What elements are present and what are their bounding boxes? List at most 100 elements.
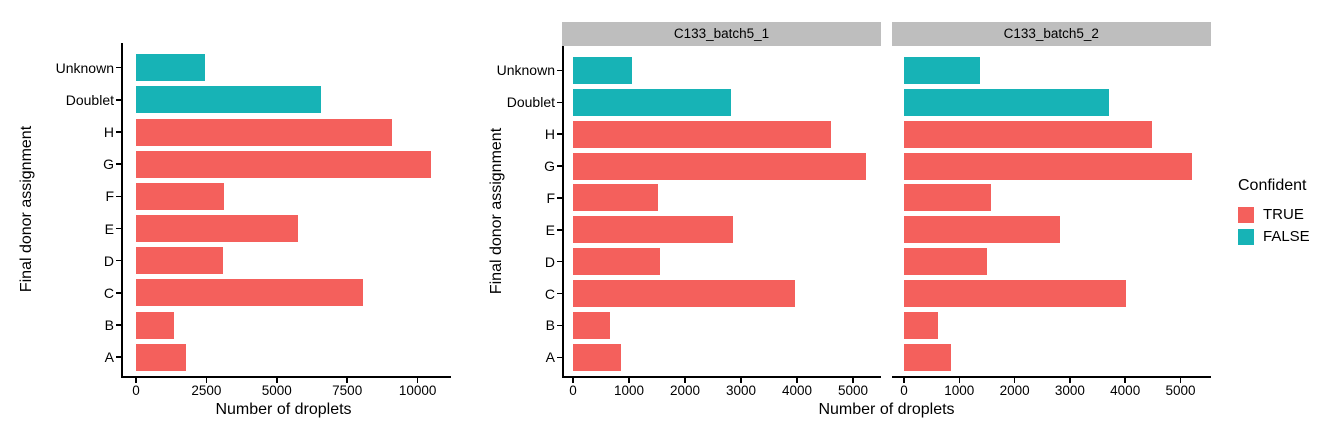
x-axis-tick (276, 378, 278, 383)
y-axis-tick (556, 229, 562, 231)
x-axis-tick (1013, 378, 1016, 383)
bar-doublet (904, 88, 1109, 116)
y-axis-tick (115, 163, 121, 165)
facet-strip-label: C133_batch5_1 (673, 26, 770, 42)
bar-c (136, 279, 363, 307)
legend-title: Confident (1238, 177, 1307, 194)
bar-h (904, 120, 1153, 148)
bar-doublet (136, 86, 321, 114)
y-axis-tick (556, 356, 562, 359)
bar-unknown (904, 56, 980, 84)
y-axis-line (562, 46, 564, 378)
legend-item-false: FALSE (1238, 228, 1310, 245)
bar-g (573, 152, 866, 180)
x-axis-line (121, 376, 451, 378)
bar-a (904, 343, 951, 371)
bar-e (904, 216, 1060, 244)
x-axis-tick (796, 378, 798, 383)
y-axis-tick (556, 292, 562, 295)
x-tick-label: 1000 (613, 383, 645, 398)
bar-b (904, 311, 939, 339)
bar-f (136, 182, 225, 210)
x-axis-tick (416, 378, 419, 383)
bar-c (904, 280, 1126, 308)
y-tick-label: E (545, 221, 555, 238)
y-tick-label: G (544, 158, 555, 175)
bar-e (573, 216, 734, 244)
y-axis-tick (556, 260, 562, 263)
bar-d (136, 247, 224, 275)
facet-strip-label: C133_batch5_2 (1003, 26, 1099, 42)
x-tick-label: 0 (900, 383, 908, 398)
x-axis-tick (346, 378, 348, 383)
x-axis-tick (958, 378, 961, 383)
bar-a (573, 343, 622, 371)
x-axis-tick (135, 378, 137, 383)
bar-doublet (573, 88, 731, 116)
x-axis-tick (572, 378, 574, 383)
y-tick-label: Unknown (496, 62, 555, 79)
y-tick-label: D (103, 252, 114, 269)
y-tick-label: G (103, 156, 114, 173)
y-tick-label: H (544, 126, 555, 143)
bar-f (573, 184, 658, 212)
y-axis-tick (556, 324, 562, 327)
y-tick-label: E (104, 220, 114, 237)
y-tick-label: B (104, 317, 114, 333)
y-tick-label: H (103, 124, 114, 140)
x-axis-tick (684, 378, 686, 383)
y-tick-label: F (546, 189, 555, 206)
bar-f (904, 184, 992, 212)
y-axis-line (121, 43, 123, 378)
y-tick-label: C (103, 284, 114, 301)
bar-b (573, 311, 611, 339)
y-tick-label: Doublet (65, 91, 114, 108)
x-axis-tick (1124, 378, 1126, 383)
legend-item-label: TRUE (1263, 206, 1304, 223)
y-axis-tick (556, 101, 562, 104)
x-tick-label: 3000 (725, 383, 757, 398)
y-axis-tick (115, 324, 121, 326)
y-tick-label: C (544, 285, 555, 302)
y-axis-tick (115, 227, 121, 230)
bar-h (573, 120, 832, 148)
x-tick-label: 2000 (669, 383, 701, 398)
x-tick-label: 5000 (837, 383, 869, 398)
bar-g (136, 150, 431, 178)
bar-d (904, 248, 988, 276)
left-chart-panel: Unknown Doublet H G F E D C B A 0 2500 5000 7500 10000 (56, 43, 451, 398)
right-chart-x-axis-title: Number of droplets (818, 401, 955, 418)
legend-items: TRUE FALSE (1238, 206, 1310, 245)
y-axis-tick (115, 356, 121, 358)
x-axis-tick (903, 378, 905, 383)
x-tick-label: 0 (569, 383, 577, 398)
bar-h (136, 118, 392, 146)
y-tick-label: A (545, 349, 555, 366)
legend-swatch-true (1238, 206, 1254, 223)
y-axis-tick (115, 292, 121, 294)
y-axis-tick (556, 69, 562, 72)
bar-unknown (573, 56, 632, 84)
bar-d (573, 248, 660, 276)
x-tick-label: 4000 (1110, 383, 1141, 398)
y-axis-tick (115, 66, 121, 69)
bar-c (573, 280, 795, 308)
x-tick-label: 4000 (781, 383, 813, 398)
x-tick-label: 0 (132, 383, 140, 398)
bar-b (136, 311, 174, 339)
facet-strip: C133_batch5_1 (562, 21, 881, 46)
y-axis-tick (115, 259, 121, 262)
x-tick-label: 1000 (944, 383, 975, 398)
y-tick-label: Unknown (55, 59, 114, 76)
bar-g (904, 152, 1193, 180)
x-axis-tick (852, 378, 854, 383)
legend-item-label: FALSE (1263, 228, 1310, 245)
x-axis-line (891, 376, 1211, 378)
facet-strip: C133_batch5_2 (891, 21, 1211, 46)
x-tick-label: 5000 (1165, 383, 1196, 398)
x-tick-label: 7500 (332, 383, 363, 398)
y-tick-label: D (544, 253, 555, 270)
y-axis-tick (115, 99, 121, 101)
y-axis-tick (115, 195, 121, 198)
bar-a (136, 343, 186, 371)
